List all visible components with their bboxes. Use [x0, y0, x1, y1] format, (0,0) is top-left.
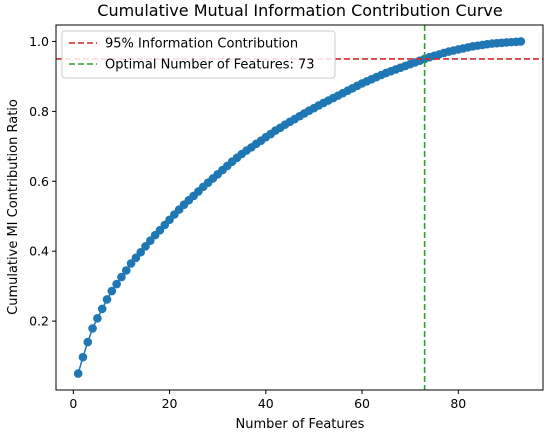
data-point	[117, 272, 126, 282]
y-tick-label: 0.6	[29, 174, 49, 189]
data-point	[112, 279, 121, 289]
x-tick-label: 20	[162, 396, 178, 411]
data-point	[83, 337, 93, 347]
chart-title: Cumulative Mutual Information Contributi…	[97, 1, 502, 20]
x-tick-label: 0	[69, 396, 77, 411]
data-point	[121, 266, 131, 275]
data-point	[131, 253, 141, 263]
data-point	[126, 259, 136, 268]
legend-label-optimal-features: Optimal Number of Features: 73	[105, 58, 315, 73]
axes-frame	[55, 24, 544, 391]
x-axis-label: Number of Features	[236, 417, 365, 432]
y-tick-label: 0.8	[29, 104, 49, 119]
legend-box	[61, 30, 336, 79]
x-tick-label: 80	[450, 396, 466, 411]
y-axis-ticks: 0.2 0.4 0.6 0.8 1.0	[29, 34, 56, 329]
legend-label-95-percent: 95% Information Contribution	[105, 37, 298, 52]
x-tick-label: 40	[258, 396, 274, 411]
series-line	[77, 40, 521, 374]
data-point	[141, 242, 150, 251]
data-point	[97, 304, 107, 314]
data-point	[146, 236, 155, 246]
data-point	[78, 352, 88, 362]
y-axis-label: Cumulative MI Contribution Ratio	[6, 99, 21, 315]
plot-area	[56, 25, 543, 390]
data-point	[93, 314, 102, 323]
y-tick-label: 0.2	[29, 314, 49, 329]
y-tick-label: 1.0	[29, 34, 49, 49]
data-point	[516, 37, 526, 46]
data-point	[136, 247, 145, 257]
legend: 95% Information Contribution Optimal Num…	[61, 30, 336, 79]
data-point	[102, 295, 112, 304]
x-axis-ticks: 0 20 40 60 80	[69, 390, 466, 411]
x-tick-label: 60	[354, 396, 370, 411]
data-point	[107, 286, 117, 296]
data-point	[88, 324, 97, 333]
y-tick-label: 0.4	[29, 244, 49, 259]
data-point	[73, 369, 83, 378]
